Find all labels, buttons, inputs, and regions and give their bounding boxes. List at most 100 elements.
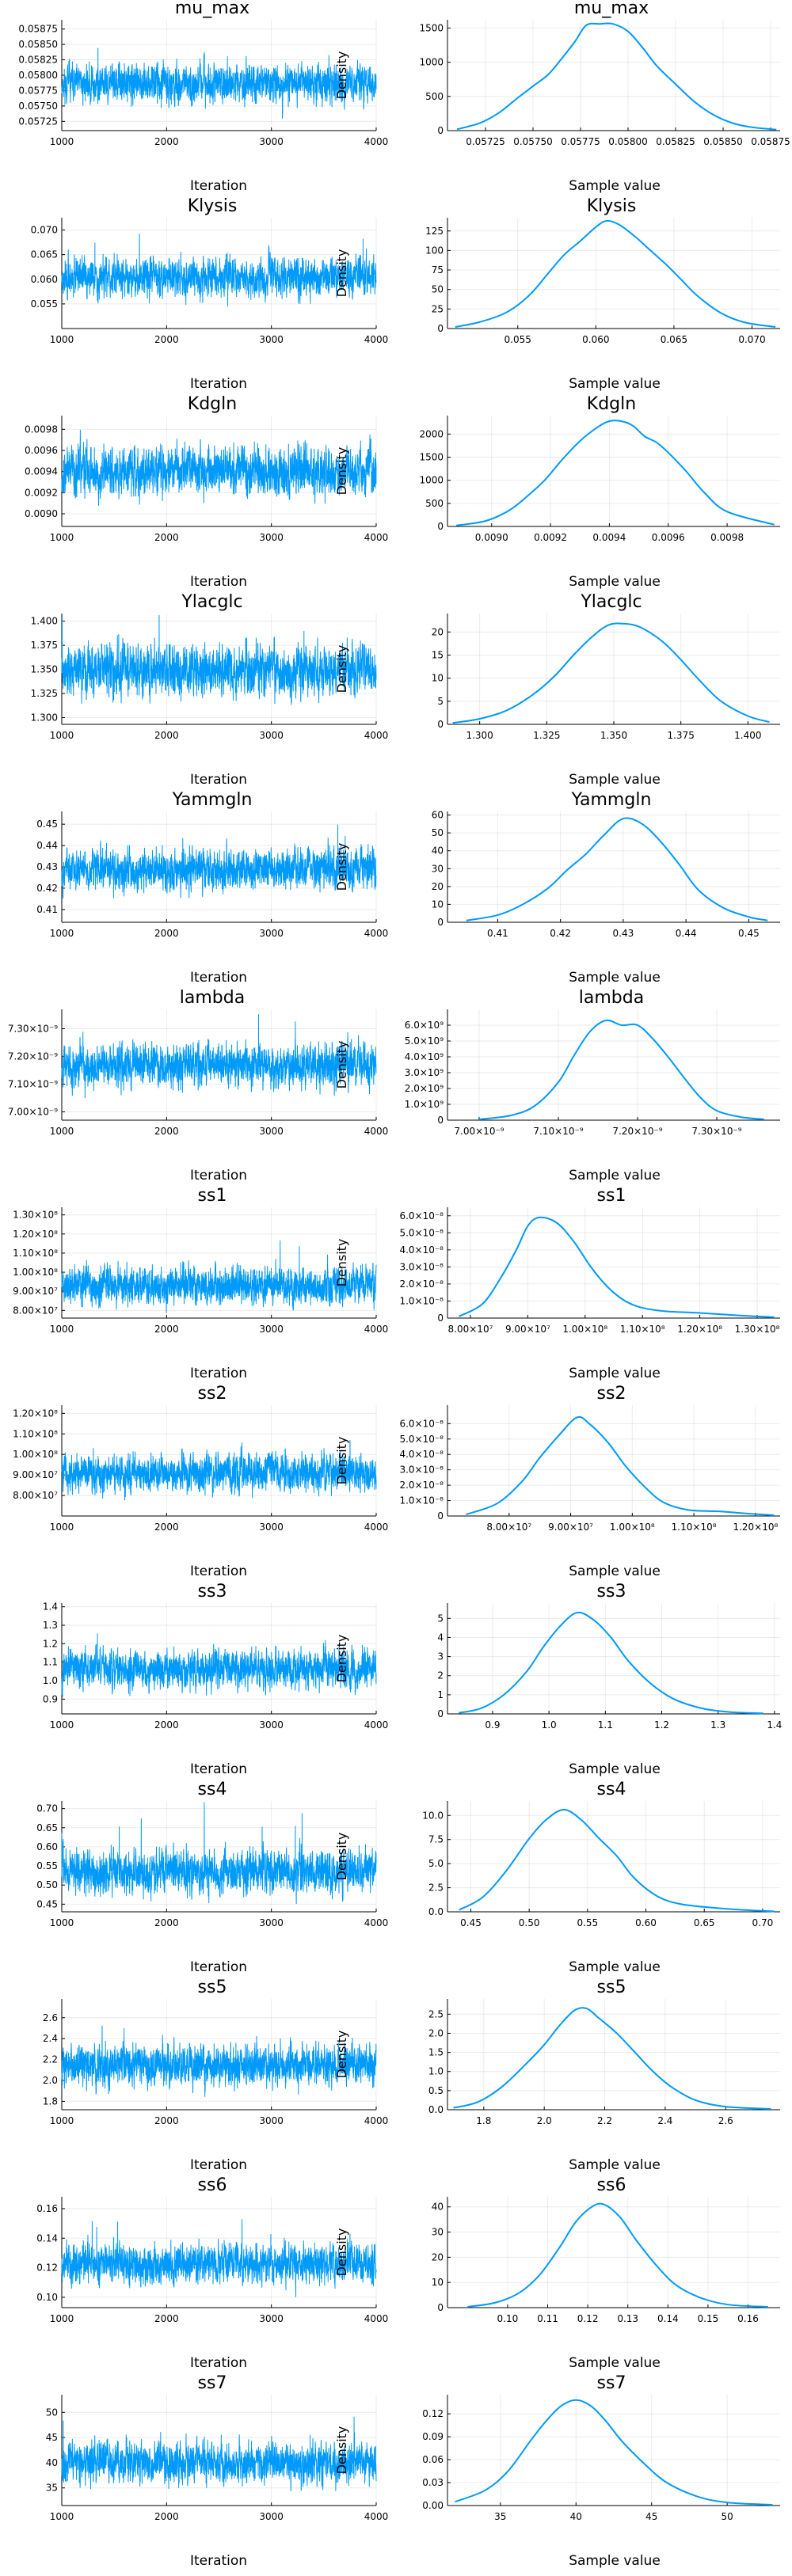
trace-ss1-ytick-label-2: 1.00×10⁸: [13, 1267, 58, 1278]
density-series-ss4: [459, 1808, 775, 1913]
trace-ss3-xtick-label-1: 2000: [154, 1719, 179, 1731]
trace-ss3-ytick-label-1: 1.0: [43, 1675, 58, 1686]
trace-title-ss2: ss2: [198, 1384, 227, 1404]
trace-ss4-xtick-label-0: 1000: [50, 1917, 74, 1928]
density-ss5-xtick-label-0: 1.8: [476, 2115, 491, 2126]
density-Ylacglc-xtick-label-1: 1.325: [533, 730, 560, 741]
density-Yammgln-ytick-label-0: 0: [437, 917, 444, 928]
trace-Yammgln-ytick-label-3: 0.44: [36, 840, 58, 851]
density-xlabel-Ylacglc: Sample value: [569, 772, 661, 788]
density-Yammgln-xtick-label-4: 0.45: [738, 928, 760, 939]
density-ylabel-lambda: Density: [334, 1041, 349, 1089]
trace-series-mu_max: [61, 47, 377, 119]
trace-series-Yammgln: [61, 824, 377, 899]
density-xlabel-ss7: Sample value: [569, 2553, 661, 2569]
trace-lambda-xtick-label-3: 4000: [364, 1126, 389, 1137]
trace-Klysis-ytick-label-3: 0.070: [31, 225, 58, 236]
trace-xlabel-lambda: Iteration: [190, 1168, 247, 1184]
density-ss1-ytick-label-3: 3.0×10⁻⁸: [399, 1261, 444, 1272]
density-ss2-xtick-label-4: 1.20×10⁸: [733, 1522, 778, 1533]
trace-Ylacglc-ytick-label-0: 1.300: [31, 712, 58, 723]
trace-title-ss4: ss4: [198, 1780, 227, 1799]
density-Kdgln-xtick-label-4: 0.0098: [710, 532, 744, 543]
trace-title-Klysis: Klysis: [188, 196, 238, 216]
trace-ss5-ytick-label-2: 2.2: [43, 2054, 58, 2065]
trace-Klysis-xtick-label-0: 1000: [50, 334, 74, 345]
density-Yammgln-ytick-label-2: 20: [432, 881, 444, 892]
density-xlabel-ss5: Sample value: [569, 2157, 661, 2173]
density-ss3-ytick-label-5: 5: [437, 1613, 444, 1624]
density-title-ss1: ss1: [597, 1186, 626, 1206]
density-ss4-xtick-label-1: 0.50: [519, 1917, 540, 1928]
trace-xlabel-ss5: Iteration: [190, 2157, 247, 2173]
trace-ss6-ytick-label-1: 0.12: [36, 2263, 58, 2274]
trace-ss5-ytick-label-1: 2.0: [43, 2075, 58, 2086]
trace-ss4-ytick-label-4: 0.65: [36, 1822, 58, 1833]
trace-mu_max-xtick-label-0: 1000: [50, 136, 74, 147]
density-title-ss7: ss7: [597, 2373, 626, 2393]
trace-ss7-xtick-label-2: 3000: [259, 2511, 284, 2522]
trace-series-ss5: [61, 2025, 377, 2097]
trace-title-lambda: lambda: [180, 988, 245, 1008]
trace-ss3-ytick-label-5: 1.4: [43, 1601, 58, 1613]
trace-Kdgln-ytick-label-0: 0.0090: [25, 508, 58, 519]
density-ss5-xtick-label-1: 2.0: [537, 2115, 552, 2126]
density-ss7-xtick-label-2: 45: [645, 2511, 657, 2522]
density-series-ss1: [459, 1216, 775, 1318]
trace-Kdgln-ytick-label-1: 0.0092: [25, 487, 58, 498]
trace-ss7-xtick-label-3: 4000: [364, 2511, 389, 2522]
density-title-Yammgln: Yammgln: [571, 790, 652, 810]
density-ss2-ytick-label-2: 2.0×10⁻⁸: [399, 1480, 444, 1491]
density-mu_max-ytick-label-1: 500: [425, 91, 444, 102]
density-ss5-ytick-label-5: 2.5: [428, 2008, 444, 2019]
trace-lambda-xtick-label-0: 1000: [50, 1126, 74, 1137]
trace-mu_max-ytick-label-0: 0.05725: [18, 116, 58, 127]
trace-title-ss1: ss1: [198, 1186, 227, 1206]
density-ylabel-Ylacglc: Density: [334, 645, 349, 693]
trace-ss5-xtick-label-0: 1000: [50, 2115, 74, 2126]
density-ss4-ytick-label-1: 2.5: [428, 1883, 444, 1894]
density-title-lambda: lambda: [579, 988, 644, 1008]
trace-Yammgln-ytick-label-4: 0.45: [36, 819, 58, 830]
density-xlabel-ss3: Sample value: [569, 1761, 661, 1777]
density-Klysis-ytick-label-3: 75: [432, 264, 444, 275]
density-mu_max-xtick-label-5: 0.05850: [703, 136, 743, 147]
density-ss7-xtick-label-0: 35: [494, 2511, 506, 2522]
density-lambda-xtick-label-2: 7.20×10⁻⁹: [612, 1126, 662, 1137]
density-ylabel-ss6: Density: [334, 2228, 349, 2277]
trace-Ylacglc-xtick-label-0: 1000: [50, 730, 74, 741]
trace-ss4-ytick-label-2: 0.55: [36, 1860, 58, 1871]
trace-title-Yammgln: Yammgln: [172, 790, 253, 810]
trace-ss5-xtick-label-1: 2000: [154, 2115, 179, 2126]
density-series-Yammgln: [466, 817, 768, 921]
density-ss7-ytick-label-2: 0.06: [422, 2454, 444, 2465]
density-Ylacglc-ytick-label-0: 0: [437, 719, 444, 730]
trace-Kdgln-ytick-label-2: 0.0094: [25, 466, 58, 477]
density-ss3-xtick-label-1: 1.0: [542, 1719, 557, 1731]
density-title-ss4: ss4: [597, 1780, 626, 1799]
trace-ss7-ytick-label-2: 45: [46, 2432, 58, 2443]
trace-mu_max-xtick-label-3: 4000: [364, 136, 389, 147]
density-ylabel-ss3: Density: [334, 1635, 349, 1683]
trace-ss2-ytick-label-3: 1.10×10⁸: [13, 1428, 58, 1439]
density-ss2-xtick-label-3: 1.10×10⁸: [672, 1522, 717, 1533]
trace-Yammgln-xtick-label-1: 2000: [154, 928, 179, 939]
trace-ss4-ytick-label-5: 0.70: [36, 1803, 58, 1814]
density-Kdgln-ytick-label-0: 0: [437, 521, 444, 532]
trace-lambda-ytick-label-2: 7.20×10⁻⁹: [8, 1051, 58, 1062]
density-Kdgln-xtick-label-3: 0.0096: [652, 532, 685, 543]
trace-xlabel-ss6: Iteration: [190, 2355, 247, 2371]
density-ss3-xtick-label-3: 1.2: [654, 1719, 669, 1731]
trace-ss3-ytick-label-4: 1.3: [43, 1620, 58, 1631]
trace-xlabel-ss7: Iteration: [190, 2553, 247, 2569]
trace-ss2-ytick-label-0: 8.00×10⁷: [13, 1490, 58, 1501]
trace-series-Klysis: [61, 234, 377, 307]
density-lambda-ytick-label-5: 5.0×10⁹: [405, 1035, 444, 1047]
density-ylabel-ss1: Density: [334, 1239, 349, 1287]
density-ss5-xtick-label-4: 2.6: [718, 2115, 733, 2126]
trace-xlabel-ss4: Iteration: [190, 1959, 247, 1975]
trace-ss6-xtick-label-1: 2000: [154, 2313, 179, 2324]
density-lambda-ytick-label-2: 2.0×10⁹: [405, 1083, 444, 1094]
density-title-ss6: ss6: [597, 2175, 626, 2195]
trace-title-Kdgln: Kdgln: [188, 394, 237, 414]
